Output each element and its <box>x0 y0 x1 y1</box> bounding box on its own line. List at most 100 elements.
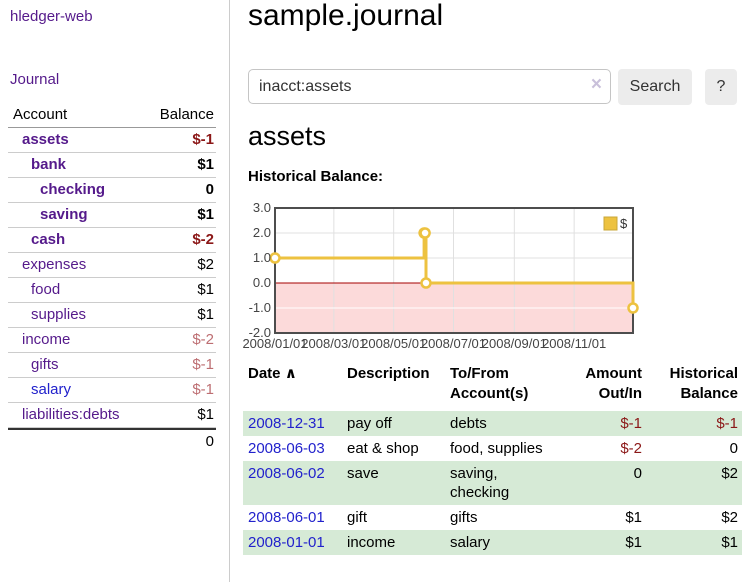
cell-description: gift <box>347 509 368 526</box>
register-table: Date ∧ Description To/From Account(s) Amoun… <box>243 362 742 555</box>
x-axis-tick: 2008/09/01 <box>481 336 547 351</box>
account-row: expenses $2 <box>8 253 216 278</box>
column-header-to-from-account-s-[interactable]: To/From Account(s) <box>450 365 529 402</box>
date-link[interactable]: 2008-01-01 <box>248 534 325 551</box>
sidebar-account-food[interactable]: food <box>31 281 61 298</box>
account-balance: $-1 <box>192 356 214 373</box>
sidebar: hledger-web Journal Account Balance asse… <box>0 0 229 582</box>
column-header-historical-balance[interactable]: Historical Balance <box>669 365 738 402</box>
data-point-marker[interactable] <box>269 252 281 264</box>
column-header-date[interactable]: Date ∧ <box>243 362 342 411</box>
cell-date: 2008-12-31 <box>243 411 342 436</box>
account-row: gifts $-1 <box>8 353 216 378</box>
chart-title: Historical Balance: <box>248 168 384 185</box>
plot-border <box>274 207 634 334</box>
sidebar-account-expenses[interactable]: expenses <box>22 256 87 273</box>
sidebar-divider <box>229 0 230 582</box>
data-point-marker[interactable] <box>420 277 432 289</box>
cell-description: save <box>347 465 379 482</box>
data-point-marker[interactable] <box>627 302 639 314</box>
page-title: sample.journal <box>248 0 444 32</box>
cell-balance: 0 <box>729 440 738 457</box>
y-axis-tick: 3.0 <box>252 200 271 215</box>
x-axis-tick: 2008/03/01 <box>301 336 367 351</box>
chart-canvas[interactable]: $ <box>248 200 742 358</box>
cell-amount: 0 <box>633 465 642 482</box>
accounts-total-row: 0 <box>8 428 216 454</box>
cell-accounts: gifts <box>450 509 478 526</box>
accounts-total-value: 0 <box>205 433 214 450</box>
cell-amount: $-2 <box>620 440 642 457</box>
column-header-description[interactable]: Description <box>347 365 430 382</box>
cell-balance: $2 <box>721 465 738 482</box>
y-axis-tick: -2.0 <box>248 325 271 340</box>
sidebar-account-checking[interactable]: checking <box>40 181 106 198</box>
sidebar-account-supplies[interactable]: supplies <box>31 306 87 323</box>
account-row: cash $-2 <box>8 228 216 253</box>
account-balance: $-2 <box>192 231 214 248</box>
cell-date: 2008-06-03 <box>243 436 342 461</box>
legend-label: $ <box>620 216 628 231</box>
account-row: bank $1 <box>8 153 216 178</box>
account-balance: $1 <box>197 281 214 298</box>
sidebar-account-saving[interactable]: saving <box>40 206 88 223</box>
account-row: checking 0 <box>8 178 216 203</box>
account-balance: $1 <box>197 306 214 323</box>
accounts-tree: Account Balance assets $-1 bank $1 checking 0… <box>8 102 216 454</box>
y-axis-tick: 2.0 <box>252 225 271 240</box>
sidebar-item-journal[interactable]: Journal <box>10 71 60 88</box>
legend-swatch <box>603 216 618 231</box>
account-balance: $1 <box>197 156 214 173</box>
data-point-marker[interactable] <box>419 227 431 239</box>
x-axis-tick: 2008/05/01 <box>361 336 427 351</box>
search-button[interactable]: Search <box>618 69 692 105</box>
cell-accounts: food, supplies <box>450 440 543 457</box>
account-balance: $-1 <box>192 381 214 398</box>
account-row: liabilities:debts $1 <box>8 403 216 428</box>
app-title-link[interactable]: hledger-web <box>10 8 93 25</box>
cell-amount: $1 <box>625 509 642 526</box>
cell-balance: $-1 <box>716 415 738 432</box>
sidebar-account-liabilities-debts[interactable]: liabilities:debts <box>22 406 120 423</box>
accounts-header-row: Account Balance <box>8 102 216 128</box>
register-row: 2008-12-31 pay off debts $-1 $-1 <box>243 411 742 436</box>
register-row: 2008-06-03 eat & shop food, supplies $-2 0 <box>243 436 742 461</box>
sidebar-account-gifts[interactable]: gifts <box>31 356 59 373</box>
sidebar-account-assets[interactable]: assets <box>22 131 69 148</box>
sidebar-account-income[interactable]: income <box>22 331 71 348</box>
date-link[interactable]: 2008-12-31 <box>248 415 325 432</box>
sort-ascending-icon: ∧ <box>284 365 297 382</box>
column-header-amount-out-in[interactable]: Amount Out/In <box>585 365 642 402</box>
date-link[interactable]: 2008-06-03 <box>248 440 325 457</box>
register-row: 2008-06-02 save saving, checking 0 $2 <box>243 461 742 505</box>
x-axis-tick: 2008/11/01 <box>542 336 607 351</box>
y-axis-tick: 1.0 <box>252 250 271 265</box>
search-field-wrap: × <box>248 69 611 104</box>
accounts-header-balance: Balance <box>159 106 214 123</box>
register-header-row: Date ∧ Description To/From Account(s) Amoun… <box>243 362 742 411</box>
register-row: 2008-06-01 gift gifts $1 $2 <box>243 505 742 530</box>
account-row: supplies $1 <box>8 303 216 328</box>
main-content: sample.journal × Search ? assets Histori… <box>242 0 742 582</box>
accounts-rows: assets $-1 bank $1 checking 0 saving $1 cash $-2 e… <box>8 128 216 428</box>
account-heading: assets <box>248 121 327 151</box>
cell-balance: $2 <box>721 509 738 526</box>
historical-balance-chart[interactable]: $3.0 2.0 1.0 0.0 -1.0 -2.0 2008/01/01 2008/03/0… <box>242 200 742 358</box>
column-header-label: Date <box>248 365 285 382</box>
date-link[interactable]: 2008-06-01 <box>248 509 325 526</box>
sidebar-account-bank[interactable]: bank <box>31 156 67 173</box>
account-row: income $-2 <box>8 328 216 353</box>
cell-accounts: debts <box>450 415 487 432</box>
help-button[interactable]: ? <box>705 69 737 105</box>
sidebar-account-cash[interactable]: cash <box>31 231 66 248</box>
y-axis-tick: 0.0 <box>252 275 271 290</box>
cell-balance: $1 <box>721 534 738 551</box>
account-row: assets $-1 <box>8 128 216 153</box>
cell-description: pay off <box>347 415 392 432</box>
sidebar-account-salary[interactable]: salary <box>31 381 72 398</box>
clear-search-icon[interactable]: × <box>590 74 602 95</box>
account-row: saving $1 <box>8 203 216 228</box>
y-axis-tick: -1.0 <box>248 300 271 315</box>
search-input[interactable] <box>248 69 611 104</box>
date-link[interactable]: 2008-06-02 <box>248 465 325 482</box>
